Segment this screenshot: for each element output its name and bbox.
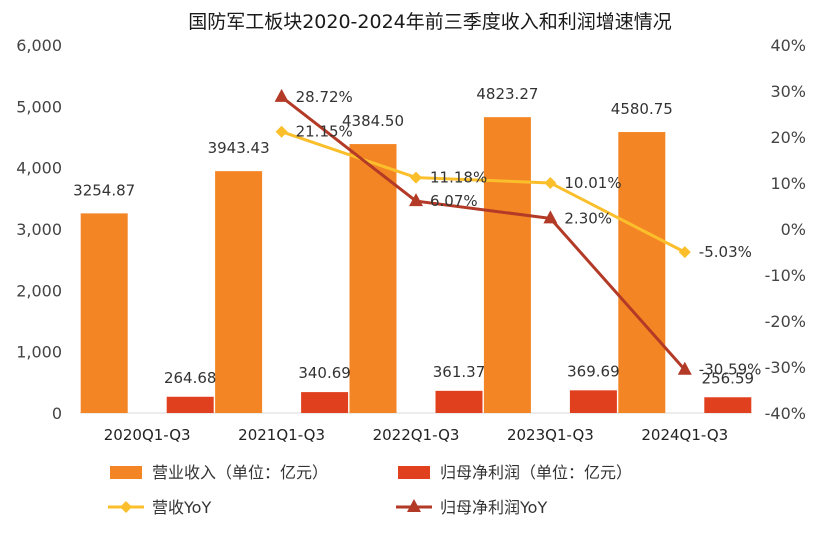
net-profit-yoy-point bbox=[543, 210, 558, 224]
data-labels: 3254.87 3943.43 4384.50 4823.27 4580.75 264.6… bbox=[73, 85, 761, 387]
net-profit-yoy-data-label: 6.07% bbox=[430, 192, 478, 210]
net-profit-yoy-line bbox=[280, 95, 686, 371]
y-left-tick-label: 2,000 bbox=[16, 281, 62, 300]
y-left-tick-label: 5,000 bbox=[16, 97, 62, 116]
net-profit-yoy-data-label: 2.30% bbox=[564, 209, 612, 227]
legend-marker-diamond bbox=[120, 501, 132, 513]
y-left-tick-label: 1,000 bbox=[16, 343, 62, 362]
revenue-bar bbox=[215, 171, 263, 413]
legend-swatch-bar bbox=[398, 466, 430, 479]
net-profit-yoy-data-label: 28.72% bbox=[296, 88, 353, 106]
y-left-tick-label: 0 bbox=[52, 404, 62, 423]
x-tick-label: 2024Q1-Q3 bbox=[641, 426, 728, 444]
x-tick-label: 2020Q1-Q3 bbox=[104, 426, 191, 444]
revenue-data-label: 3254.87 bbox=[73, 181, 135, 199]
revenue-data-label: 4823.27 bbox=[476, 85, 538, 103]
revenue-bar bbox=[483, 117, 531, 413]
lines-group bbox=[274, 88, 692, 375]
net-profit-bar bbox=[166, 396, 214, 413]
net-profit-yoy-point bbox=[409, 193, 423, 207]
revenue-yoy-point bbox=[544, 176, 557, 189]
y-right-tick-label: -40% bbox=[765, 404, 806, 423]
net-profit-bar bbox=[704, 397, 752, 413]
revenue-yoy-data-label: 21.15% bbox=[296, 123, 353, 141]
y-left-tick-label: 4,000 bbox=[16, 159, 62, 178]
x-tick-label: 2023Q1-Q3 bbox=[507, 426, 594, 444]
net-profit-bar bbox=[301, 392, 349, 413]
y-axis-left: 0 1,000 2,000 3,000 4,000 5,000 6,000 bbox=[16, 36, 62, 423]
revenue-yoy-data-label: 11.18% bbox=[430, 169, 487, 187]
legend-label: 归母净利润（单位：亿元） bbox=[440, 463, 632, 482]
net-profit-yoy-point bbox=[274, 88, 289, 102]
y-right-tick-label: -20% bbox=[765, 312, 806, 331]
revenue-yoy-line bbox=[281, 130, 686, 254]
x-axis-labels: 2020Q1-Q3 2021Q1-Q3 2022Q1-Q3 2023Q1-Q3 2024… bbox=[104, 426, 728, 444]
bars-group bbox=[80, 117, 752, 414]
legend-marker-triangle bbox=[407, 499, 421, 512]
y-right-tick-label: 10% bbox=[770, 174, 806, 193]
revenue-data-label: 4384.50 bbox=[342, 112, 404, 130]
y-right-tick-label: 40% bbox=[770, 36, 806, 55]
net-profit-data-label: 264.68 bbox=[164, 369, 217, 387]
revenue-yoy-point bbox=[275, 125, 288, 138]
revenue-data-label: 4580.75 bbox=[611, 100, 673, 118]
revenue-yoy-data-label: -5.03% bbox=[699, 243, 752, 261]
legend-label: 营业收入（单位：亿元） bbox=[152, 463, 328, 482]
net-profit-data-label: 256.59 bbox=[702, 369, 755, 387]
y-right-tick-label: 0% bbox=[781, 220, 806, 239]
y-right-tick-label: -10% bbox=[765, 266, 806, 285]
legend: 营业收入（单位：亿元） 归母净利润（单位：亿元） 营收YoY 归母净利润YoY bbox=[108, 463, 632, 517]
net-profit-bar bbox=[569, 390, 617, 413]
x-tick-label: 2021Q1-Q3 bbox=[238, 426, 325, 444]
net-profit-data-label: 361.37 bbox=[433, 363, 486, 381]
net-profit-data-label: 340.69 bbox=[298, 364, 351, 382]
legend-label: 营收YoY bbox=[152, 498, 211, 517]
net-profit-yoy-data-label: -30.59% bbox=[699, 361, 762, 379]
chart-title: 国防军工板块2020-2024年前三季度收入和利润增速情况 bbox=[188, 11, 672, 33]
net-profit-yoy-point bbox=[677, 361, 692, 375]
y-right-tick-label: 20% bbox=[770, 128, 806, 147]
y-axis-right: -40% -30% -20% -10% 0% 10% 20% 30% 40% bbox=[765, 36, 806, 423]
revenue-bar bbox=[618, 132, 666, 413]
revenue-bar bbox=[349, 144, 397, 414]
revenue-data-label: 3943.43 bbox=[208, 139, 270, 157]
revenue-bar bbox=[80, 213, 128, 413]
y-right-tick-label: 30% bbox=[770, 82, 806, 101]
legend-label: 归母净利润YoY bbox=[440, 498, 547, 517]
x-tick-label: 2022Q1-Q3 bbox=[373, 426, 460, 444]
revenue-yoy-data-label: 10.01% bbox=[564, 174, 621, 192]
y-left-tick-label: 3,000 bbox=[16, 220, 62, 239]
net-profit-data-label: 369.69 bbox=[567, 362, 620, 380]
revenue-yoy-point bbox=[678, 246, 691, 259]
legend-swatch-bar bbox=[110, 466, 142, 479]
y-right-tick-label: -30% bbox=[765, 358, 806, 377]
revenue-yoy-point bbox=[410, 171, 422, 184]
y-left-tick-label: 6,000 bbox=[16, 36, 62, 55]
net-profit-bar bbox=[435, 390, 483, 413]
